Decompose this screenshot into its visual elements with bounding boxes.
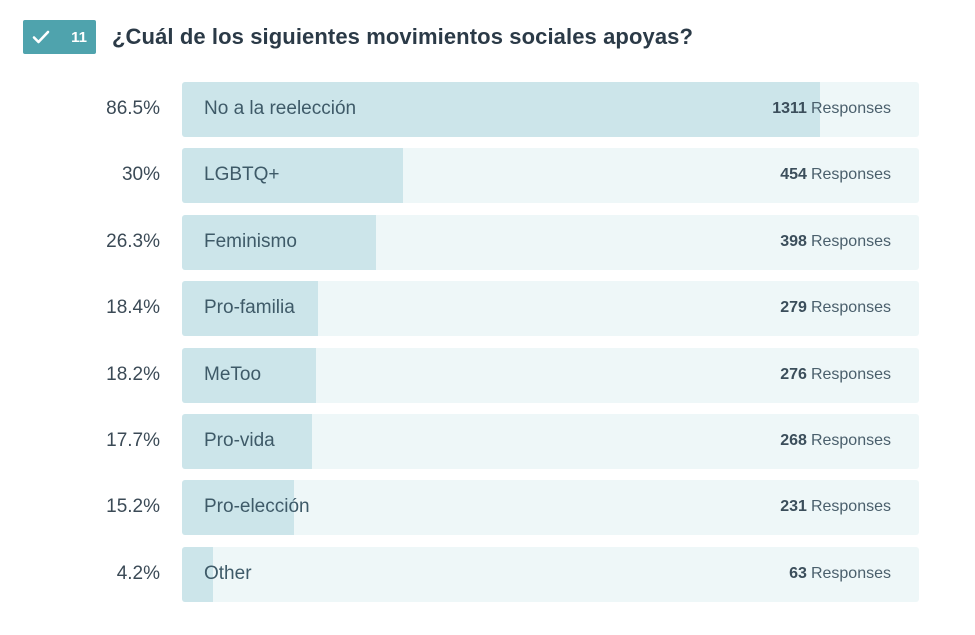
bar-fill [182,547,213,602]
response-count: 276 Responses [780,348,891,403]
bar-track: LGBTQ+ 454 Responses [182,148,919,203]
bar-fill [182,480,294,535]
percent-label: 18.2% [106,364,160,385]
response-unit: Responses [810,366,891,383]
bar-track: Other 63 Responses [182,547,919,602]
bar-label: No a la reelección [204,98,357,119]
response-count: 279 Responses [780,281,891,336]
bar-track: Feminismo 398 Responses [182,215,919,270]
percent-label: 15.2% [106,496,160,517]
bar-label: Pro-vida [204,430,275,451]
percent-label: 26.3% [106,231,160,252]
response-unit: Responses [810,498,891,515]
response-count: 398 Responses [780,215,891,270]
response-number: 454 [780,166,807,183]
bar-track: MeToo 276 Responses [182,348,919,403]
question-badge: 11 [23,20,96,54]
bar-row: 26.3% Feminismo 398 Responses [0,215,975,270]
question-header: 11 ¿Cuál de los siguientes movimientos s… [23,20,693,54]
bar-fill [182,215,376,270]
bar-row: 17.7% Pro-vida 268 Responses [0,414,975,469]
bar-label: Other [204,563,252,584]
bar-track: Pro-familia 279 Responses [182,281,919,336]
response-count: 231 Responses [780,480,891,535]
bar-fill [182,148,403,203]
bar-fill [182,414,312,469]
question-number: 11 [71,28,87,46]
bar-track: Pro-elección 231 Responses [182,480,919,535]
bar-label: LGBTQ+ [204,164,280,185]
response-count: 1311 Responses [772,82,891,137]
percent-label: 30% [121,164,160,185]
bar-row: 18.2% MeToo 276 Responses [0,348,975,403]
response-count: 63 Responses [789,547,891,602]
bar-label: MeToo [204,364,262,385]
response-number: 63 [789,565,807,582]
bar-track: Pro-vida 268 Responses [182,414,919,469]
bar-track: No a la reelección 1311 Responses [182,82,919,137]
response-unit: Responses [810,299,891,316]
bar-row: 18.4% Pro-familia 279 Responses [0,281,975,336]
response-number: 268 [780,432,807,449]
bar-fill [182,82,820,137]
response-number: 1311 [772,100,807,117]
bar-fill [182,348,316,403]
bar-label: Pro-familia [204,297,295,318]
response-unit: Responses [810,233,891,250]
response-count: 454 Responses [780,148,891,203]
bar-row: 30% LGBTQ+ 454 Responses [0,148,975,203]
response-unit: Responses [810,432,891,449]
bar-row: 15.2% Pro-elección 231 Responses [0,480,975,535]
checkmark-icon [32,30,50,44]
percent-label: 4.2% [116,563,160,584]
response-number: 231 [780,498,807,515]
percent-label: 18.4% [106,297,160,318]
bar-fill [182,281,318,336]
percent-label: 17.7% [106,430,160,451]
response-unit: Responses [810,166,891,183]
question-title: ¿Cuál de los siguientes movimientos soci… [112,24,694,49]
bar-label: Pro-elección [204,496,310,517]
response-count: 268 Responses [780,414,891,469]
bar-label: Feminismo [204,231,297,252]
response-number: 398 [780,233,807,250]
bar-row: 4.2% Other 63 Responses [0,547,975,602]
percent-label: 86.5% [106,98,160,119]
response-number: 279 [780,299,807,316]
bar-row: 86.5% No a la reelección 1311 Responses [0,82,975,137]
response-unit: Responses [810,100,891,117]
response-number: 276 [780,366,807,383]
response-unit: Responses [810,565,891,582]
